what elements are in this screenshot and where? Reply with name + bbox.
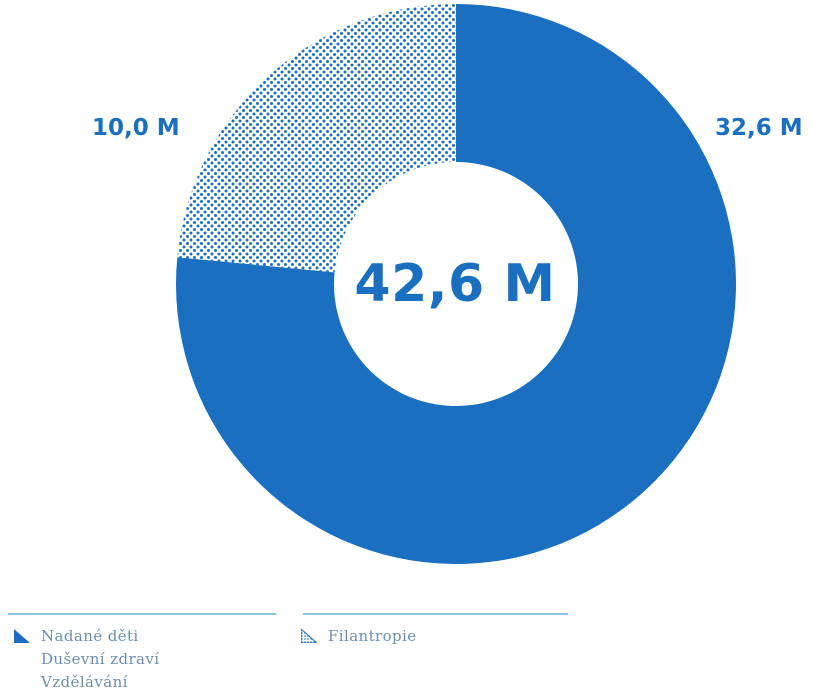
legend-label: Nadané děti xyxy=(41,626,139,645)
slice-label-main: 32,6 M xyxy=(715,115,803,141)
legend-item: Vzdělávání xyxy=(14,670,159,693)
legend-swatch-solid-icon xyxy=(14,628,30,643)
donut-total-label: 42,6 M xyxy=(354,254,556,314)
legend-item: Filantropie xyxy=(301,624,417,647)
donut-slice-main xyxy=(175,4,737,565)
legend-label: Vzdělávání xyxy=(41,672,128,691)
legend-swatch-dotted-icon xyxy=(301,628,317,643)
legend-group-main: Nadané děti Duševní zdraví Vzdělávání xyxy=(14,624,159,693)
slice-label-filantropie: 10,0 M xyxy=(92,115,180,141)
legend-item: Nadané děti xyxy=(14,624,159,647)
legend-divider xyxy=(8,613,276,615)
legend-item: Duševní zdraví xyxy=(14,647,159,670)
legend-divider xyxy=(303,613,568,615)
legend-label: Filantropie xyxy=(328,626,417,645)
legend-label: Duševní zdraví xyxy=(41,649,160,668)
donut-slice-filantropie xyxy=(177,4,456,273)
legend-group-filantropie: Filantropie xyxy=(301,624,417,647)
